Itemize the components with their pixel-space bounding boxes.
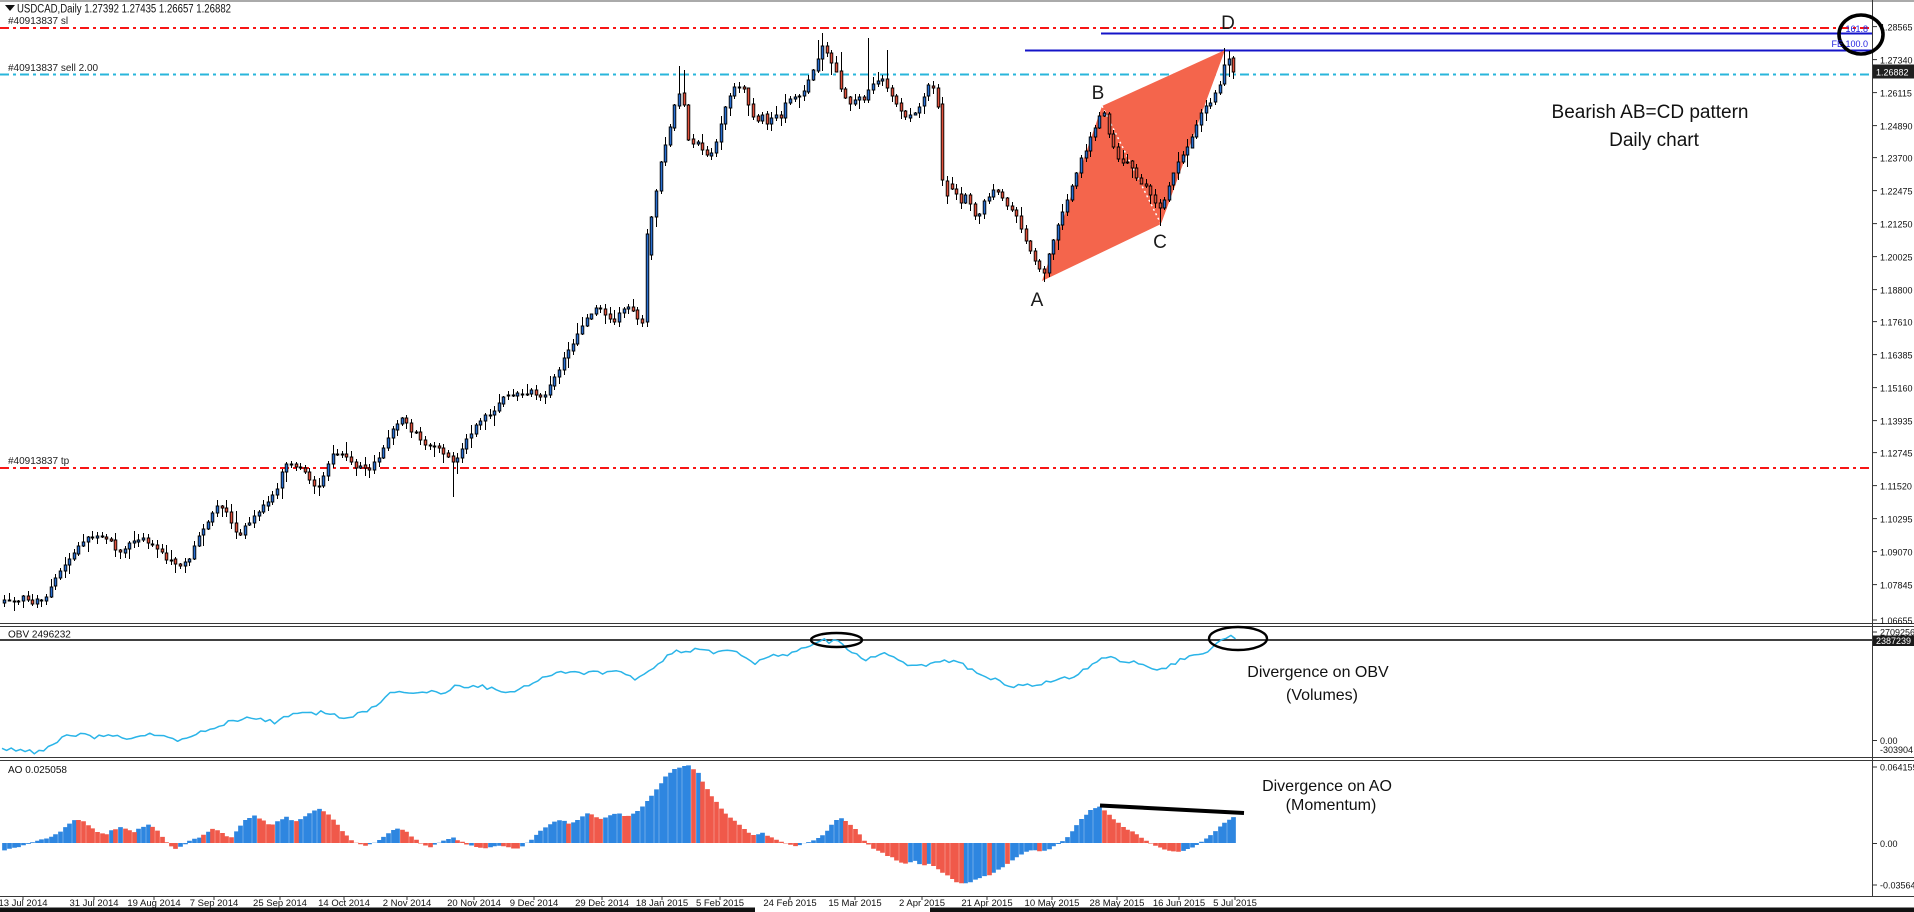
- svg-text:#40913837 sl: #40913837 sl: [8, 16, 68, 27]
- svg-text:20 Nov 2014: 20 Nov 2014: [447, 898, 501, 909]
- svg-text:7 Sep 2014: 7 Sep 2014: [190, 898, 239, 909]
- svg-text:FE 100.0: FE 100.0: [1831, 39, 1868, 49]
- svg-text:0.00: 0.00: [1880, 839, 1898, 849]
- svg-text:18 Jan 2015: 18 Jan 2015: [636, 898, 688, 909]
- svg-text:1.09070: 1.09070: [1880, 548, 1913, 558]
- svg-text:1.11520: 1.11520: [1880, 482, 1912, 492]
- svg-text:1.23700: 1.23700: [1880, 154, 1913, 164]
- svg-text:29 Dec 2014: 29 Dec 2014: [575, 898, 629, 909]
- svg-text:1.15160: 1.15160: [1880, 384, 1913, 394]
- svg-text:1.13935: 1.13935: [1880, 417, 1913, 427]
- svg-text:Divergence on OBV: Divergence on OBV: [1247, 664, 1389, 681]
- svg-text:1.28565: 1.28565: [1880, 23, 1913, 33]
- svg-text:C: C: [1153, 232, 1167, 253]
- svg-text:1.20025: 1.20025: [1880, 253, 1913, 263]
- svg-text:D: D: [1221, 13, 1235, 34]
- svg-text:14 Oct 2014: 14 Oct 2014: [318, 898, 370, 909]
- svg-text:AO 0.025058: AO 0.025058: [8, 765, 67, 776]
- svg-text:1.26882: 1.26882: [1876, 68, 1909, 78]
- svg-text:OBV 2496232: OBV 2496232: [8, 630, 71, 641]
- svg-text:5 Feb 2015: 5 Feb 2015: [696, 898, 744, 909]
- svg-text:1.27340: 1.27340: [1880, 56, 1913, 66]
- svg-text:A: A: [1031, 290, 1044, 311]
- svg-text:0.064159: 0.064159: [1880, 763, 1914, 773]
- svg-text:-303904: -303904: [1880, 745, 1913, 755]
- svg-text:1.22475: 1.22475: [1880, 187, 1913, 197]
- svg-text:9 Dec 2014: 9 Dec 2014: [510, 898, 559, 909]
- svg-text:1.10295: 1.10295: [1880, 515, 1913, 525]
- svg-text:25 Sep 2014: 25 Sep 2014: [253, 898, 307, 909]
- svg-text:1.06655: 1.06655: [1880, 616, 1913, 626]
- svg-text:2387239: 2387239: [1876, 636, 1911, 646]
- svg-text:24 Feb 2015: 24 Feb 2015: [763, 898, 816, 909]
- svg-text:0.00: 0.00: [1880, 736, 1898, 746]
- svg-text:Bearish AB=CD pattern: Bearish AB=CD pattern: [1552, 102, 1749, 123]
- svg-text:161.8: 161.8: [1845, 24, 1868, 34]
- svg-text:28 May 2015: 28 May 2015: [1090, 898, 1145, 909]
- svg-text:(Volumes): (Volumes): [1286, 687, 1358, 704]
- svg-text:B: B: [1092, 83, 1105, 104]
- svg-text:2709256: 2709256: [1880, 628, 1914, 638]
- svg-text:10 May 2015: 10 May 2015: [1025, 898, 1080, 909]
- svg-text:1.24890: 1.24890: [1880, 122, 1913, 132]
- svg-text:5 Jul 2015: 5 Jul 2015: [1213, 898, 1257, 909]
- svg-text:1.07845: 1.07845: [1880, 581, 1913, 591]
- svg-text:16 Jun 2015: 16 Jun 2015: [1153, 898, 1205, 909]
- svg-text:1.17610: 1.17610: [1880, 318, 1913, 328]
- svg-text:2 Nov 2014: 2 Nov 2014: [383, 898, 432, 909]
- svg-text:1.21250: 1.21250: [1880, 220, 1913, 230]
- svg-text:#40913837 tp: #40913837 tp: [8, 456, 70, 467]
- svg-text:13 Jul 2014: 13 Jul 2014: [0, 898, 48, 909]
- svg-text:1.12745: 1.12745: [1880, 449, 1913, 459]
- svg-text:#40913837 sell 2.00: #40913837 sell 2.00: [8, 63, 99, 74]
- svg-text:19 Aug 2014: 19 Aug 2014: [127, 898, 180, 909]
- svg-text:21 Apr 2015: 21 Apr 2015: [961, 898, 1012, 909]
- svg-text:31 Jul 2014: 31 Jul 2014: [69, 898, 118, 909]
- svg-text:USDCAD,Daily 1.27392 1.27435: USDCAD,Daily 1.27392 1.27435 1.26657 1.2…: [17, 4, 231, 16]
- svg-text:Divergence on AO: Divergence on AO: [1262, 778, 1392, 795]
- svg-text:(Momentum): (Momentum): [1286, 797, 1377, 814]
- svg-text:Daily chart: Daily chart: [1609, 130, 1699, 151]
- svg-text:2 Apr 2015: 2 Apr 2015: [899, 898, 945, 909]
- svg-text:1.18800: 1.18800: [1880, 286, 1913, 296]
- svg-text:1.16385: 1.16385: [1880, 351, 1913, 361]
- svg-text:1.26115: 1.26115: [1880, 89, 1912, 99]
- svg-text:15 Mar 2015: 15 Mar 2015: [828, 898, 881, 909]
- svg-text:-0.03564: -0.03564: [1880, 881, 1914, 891]
